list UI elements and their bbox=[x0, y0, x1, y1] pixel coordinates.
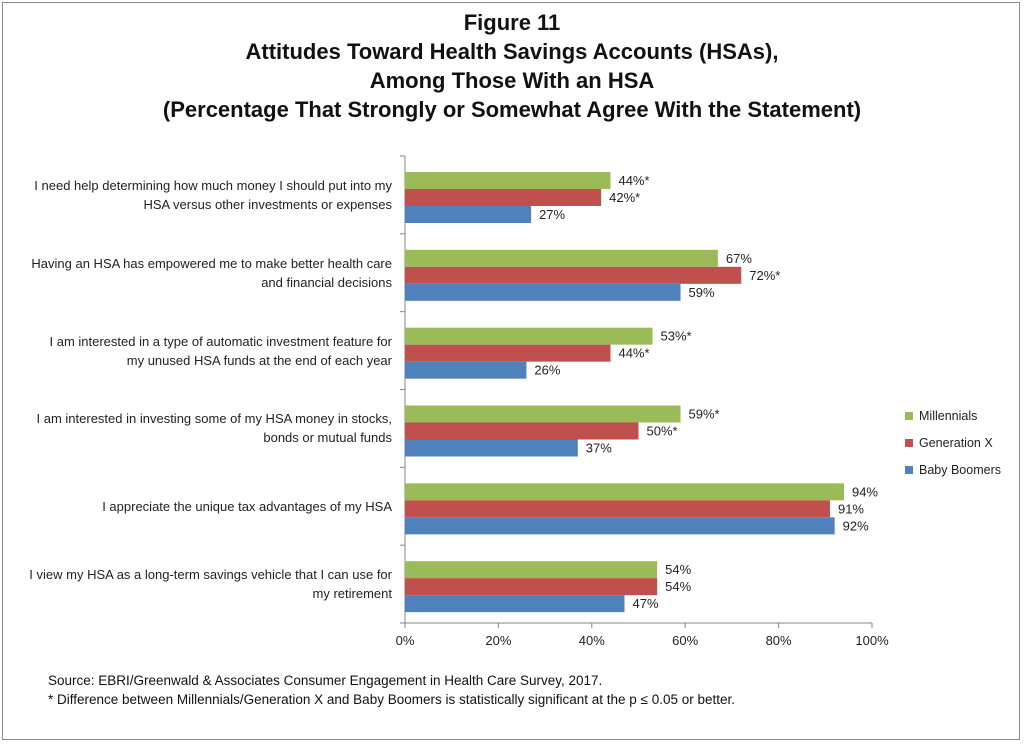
category-label-line: my retirement bbox=[312, 586, 392, 602]
bar-millennials bbox=[405, 172, 611, 189]
data-label: 67% bbox=[726, 251, 752, 266]
title-line: Figure 11 bbox=[463, 10, 561, 35]
legend-swatch bbox=[905, 439, 913, 447]
bar-millennials bbox=[405, 327, 653, 345]
legend-item-generation-x: Generation X bbox=[905, 436, 993, 450]
bar-baby-boomers bbox=[405, 439, 578, 457]
legend-swatch bbox=[905, 466, 913, 474]
chart-title: Figure 11 Attitudes Toward Health Saving… bbox=[0, 8, 1024, 124]
significance-note: * Difference between Millennials/Generat… bbox=[48, 692, 736, 707]
data-label: 42%* bbox=[609, 190, 640, 205]
bar-millennials bbox=[405, 249, 718, 267]
data-label: 92% bbox=[843, 518, 869, 533]
data-label: 27% bbox=[539, 207, 565, 222]
legend-item-millennials: Millennials bbox=[905, 409, 977, 423]
bar-millennials bbox=[405, 561, 658, 579]
source-note: Source: EBRI/Greenwald & Associates Cons… bbox=[48, 673, 603, 688]
title-line: Attitudes Toward Health Savings Accounts… bbox=[245, 39, 779, 64]
x-tick-label: 0% bbox=[395, 633, 415, 648]
category-label-line: Having an HSA has empowered me to make b… bbox=[31, 255, 392, 271]
data-label: 50%* bbox=[647, 424, 678, 439]
category-label-line: and financial decisions bbox=[261, 274, 392, 290]
data-label: 94% bbox=[852, 484, 878, 499]
data-label: 91% bbox=[838, 501, 864, 516]
bar-generation-x bbox=[405, 189, 602, 206]
data-label: 26% bbox=[534, 363, 560, 378]
x-tick-label: 20% bbox=[485, 633, 512, 648]
bar-baby-boomers bbox=[405, 361, 527, 379]
category-label: I view my HSA as a long-term savings veh… bbox=[0, 565, 392, 603]
category-label-line: I appreciate the unique tax advantages o… bbox=[102, 498, 392, 514]
bar-generation-x bbox=[405, 578, 658, 596]
data-label: 59% bbox=[689, 285, 715, 300]
data-label: 54% bbox=[665, 562, 691, 577]
data-label: 44%* bbox=[618, 346, 649, 361]
bar-millennials bbox=[405, 483, 844, 501]
legend-item-baby-boomers: Baby Boomers bbox=[905, 463, 1001, 477]
category-label-line: I view my HSA as a long-term savings veh… bbox=[29, 567, 392, 583]
bar-baby-boomers bbox=[405, 283, 681, 301]
data-label: 37% bbox=[586, 441, 612, 456]
bar-baby-boomers bbox=[405, 595, 625, 613]
data-label: 59%* bbox=[689, 407, 720, 422]
data-label: 53%* bbox=[661, 329, 692, 344]
data-label: 44%* bbox=[618, 173, 649, 188]
bar-generation-x bbox=[405, 344, 611, 362]
legend-label: Millennials bbox=[919, 409, 978, 423]
x-tick-label: 100% bbox=[855, 633, 889, 648]
category-label-line: bonds or mutual funds bbox=[263, 430, 392, 446]
data-label: 72%* bbox=[749, 268, 780, 283]
bar-generation-x bbox=[405, 422, 639, 440]
data-label: 47% bbox=[632, 596, 658, 611]
bar-baby-boomers bbox=[405, 206, 532, 223]
legend-label: Generation X bbox=[919, 436, 993, 450]
x-tick-label: 80% bbox=[765, 633, 792, 648]
title-line: Among Those With an HSA bbox=[369, 68, 655, 93]
category-label: I am interested in investing some of my … bbox=[0, 409, 392, 447]
category-label-line: I need help determining how much money I… bbox=[34, 177, 392, 193]
category-label: I am interested in a type of automatic i… bbox=[0, 332, 392, 370]
category-label-line: HSA versus other investments or expenses bbox=[143, 196, 392, 212]
category-label-line: my unused HSA funds at the end of each y… bbox=[126, 352, 392, 368]
x-tick-label: 60% bbox=[672, 633, 699, 648]
bar-millennials bbox=[405, 405, 681, 423]
bar-generation-x bbox=[405, 500, 830, 518]
category-label-line: I am interested in investing some of my … bbox=[36, 411, 392, 427]
category-label: Having an HSA has empowered me to make b… bbox=[0, 254, 392, 292]
category-label: I appreciate the unique tax advantages o… bbox=[0, 497, 392, 516]
legend-label: Baby Boomers bbox=[919, 463, 1001, 477]
category-label-line: I am interested in a type of automatic i… bbox=[49, 333, 392, 349]
bar-baby-boomers bbox=[405, 517, 835, 535]
title-line: (Percentage That Strongly or Somewhat Ag… bbox=[162, 97, 862, 122]
category-label: I need help determining how much money I… bbox=[0, 176, 392, 214]
x-tick-label: 40% bbox=[578, 633, 605, 648]
bar-generation-x bbox=[405, 266, 742, 284]
data-label: 54% bbox=[665, 579, 691, 594]
legend-swatch bbox=[905, 412, 913, 420]
